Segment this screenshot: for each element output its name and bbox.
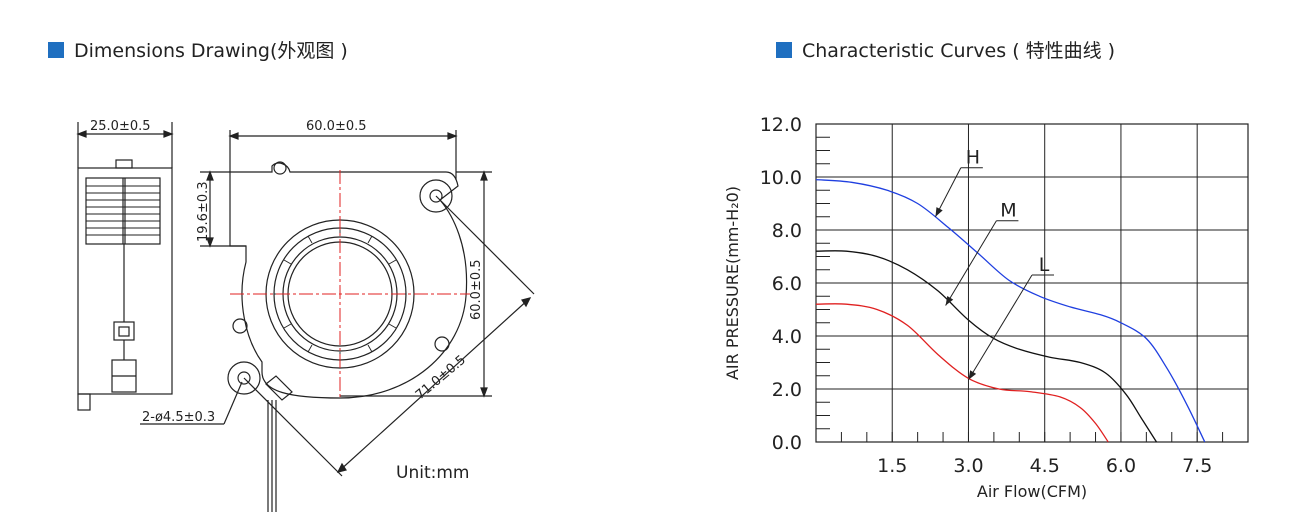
curves-heading: Characteristic Curves ( 特性曲线 ): [776, 36, 1115, 63]
x-tick-label: 1.5: [877, 455, 907, 477]
x-tick-label: 6.0: [1106, 455, 1136, 477]
heading-square-icon: [776, 41, 792, 58]
y-tick-label: 8.0: [772, 220, 802, 242]
annotation-leader: [968, 274, 1033, 380]
dim-offset-label: 19.6±0.3: [196, 181, 211, 242]
centerlines: [230, 170, 470, 400]
y-tick-label: 0.0: [772, 432, 802, 454]
dim-hole-label: 2-ø4.5±0.3: [142, 410, 215, 425]
arrowhead-icon: [945, 296, 954, 306]
series-label-m: M: [1000, 200, 1016, 222]
minor-ticks: [815, 123, 1249, 443]
x-tick-label: 4.5: [1030, 455, 1060, 477]
series-label-h: H: [966, 147, 980, 169]
heading-square-icon: [48, 41, 64, 58]
series-line-h: [815, 178, 1206, 443]
side-view-drawing: [76, 122, 174, 411]
series-line-m: [815, 250, 1158, 443]
grid: [816, 124, 1248, 442]
series-annotations: H M L: [934, 147, 1054, 380]
dimensions-heading: Dimensions Drawing(外观图 ): [48, 36, 348, 63]
characteristic-chart: 1.5 3.0 4.5 6.0 7.5 0.0 2.0 4.0 6.0 8.0 10.0 12.0 H…: [723, 114, 1249, 501]
x-tick-label: 7.5: [1182, 455, 1212, 477]
series-line-l: [815, 303, 1109, 443]
x-tick-label: 3.0: [953, 455, 983, 477]
arrowhead-icon: [935, 207, 943, 217]
dimensions-heading-text: Dimensions Drawing(外观图 ): [74, 40, 348, 62]
y-tick-label: 4.0: [772, 326, 802, 348]
annotation-leader: [934, 167, 962, 217]
dim-width-label: 25.0±0.5: [90, 119, 151, 134]
y-tick-label: 6.0: [772, 273, 802, 295]
dim-height-label: 60.0±0.5: [469, 259, 484, 320]
series-lines: [815, 178, 1206, 443]
y-axis-label: AIR PRESSURE(mm-H₂0): [723, 186, 742, 380]
dim-top-label: 60.0±0.5: [306, 119, 367, 134]
unit-label: Unit:mm: [396, 463, 469, 483]
y-tick-label: 10.0: [760, 167, 802, 189]
series-label-l: L: [1039, 254, 1050, 276]
y-tick-label: 2.0: [772, 379, 802, 401]
arrowhead-icon: [968, 370, 977, 380]
x-axis-label: Air Flow(CFM): [977, 482, 1087, 501]
y-tick-label: 12.0: [760, 114, 802, 136]
curves-heading-text: Characteristic Curves ( 特性曲线 ): [802, 40, 1116, 62]
annotation-leader: [945, 220, 997, 306]
tick-labels: 1.5 3.0 4.5 6.0 7.5 0.0 2.0 4.0 6.0 8.0 10.0 12.0: [760, 114, 1213, 477]
